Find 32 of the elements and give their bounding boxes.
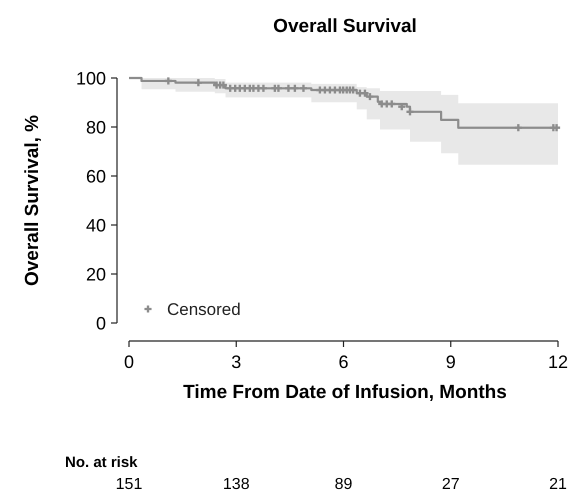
point — [300, 84, 308, 92]
y-tick-label: 100 — [76, 68, 106, 88]
x-tick-label: 3 — [231, 352, 242, 372]
text: 151 — [116, 476, 142, 493]
point — [388, 100, 396, 108]
point — [361, 90, 368, 97]
point — [284, 84, 292, 92]
point — [366, 93, 374, 100]
text: 21 — [549, 476, 567, 493]
y-tick-label: 40 — [86, 215, 106, 236]
x-tick-label: 6 — [338, 352, 349, 372]
text: 138 — [222, 476, 250, 493]
y-tick-label: 80 — [86, 117, 106, 138]
y-tick-label: 20 — [86, 264, 106, 284]
point — [164, 77, 172, 84]
point — [260, 84, 267, 92]
y-tick-label: 60 — [86, 166, 106, 186]
x-tick-label: 9 — [446, 352, 456, 372]
text: 89 — [334, 476, 352, 493]
y-tick-label: 0 — [96, 313, 106, 334]
text: No. at risk — [65, 454, 138, 471]
text: 27 — [442, 476, 460, 493]
x-tick-label: 0 — [124, 352, 134, 372]
point — [291, 84, 298, 92]
chart-title: Overall Survival — [273, 16, 417, 37]
y-axis-title: Overall Survival, % — [22, 114, 43, 286]
x-tick-label: 12 — [548, 352, 568, 372]
point — [194, 79, 202, 86]
legend-label: Censored — [167, 300, 241, 319]
x-axis-title: Time From Date of Infusion, Months — [183, 382, 507, 403]
point — [514, 124, 522, 132]
point — [406, 108, 414, 116]
